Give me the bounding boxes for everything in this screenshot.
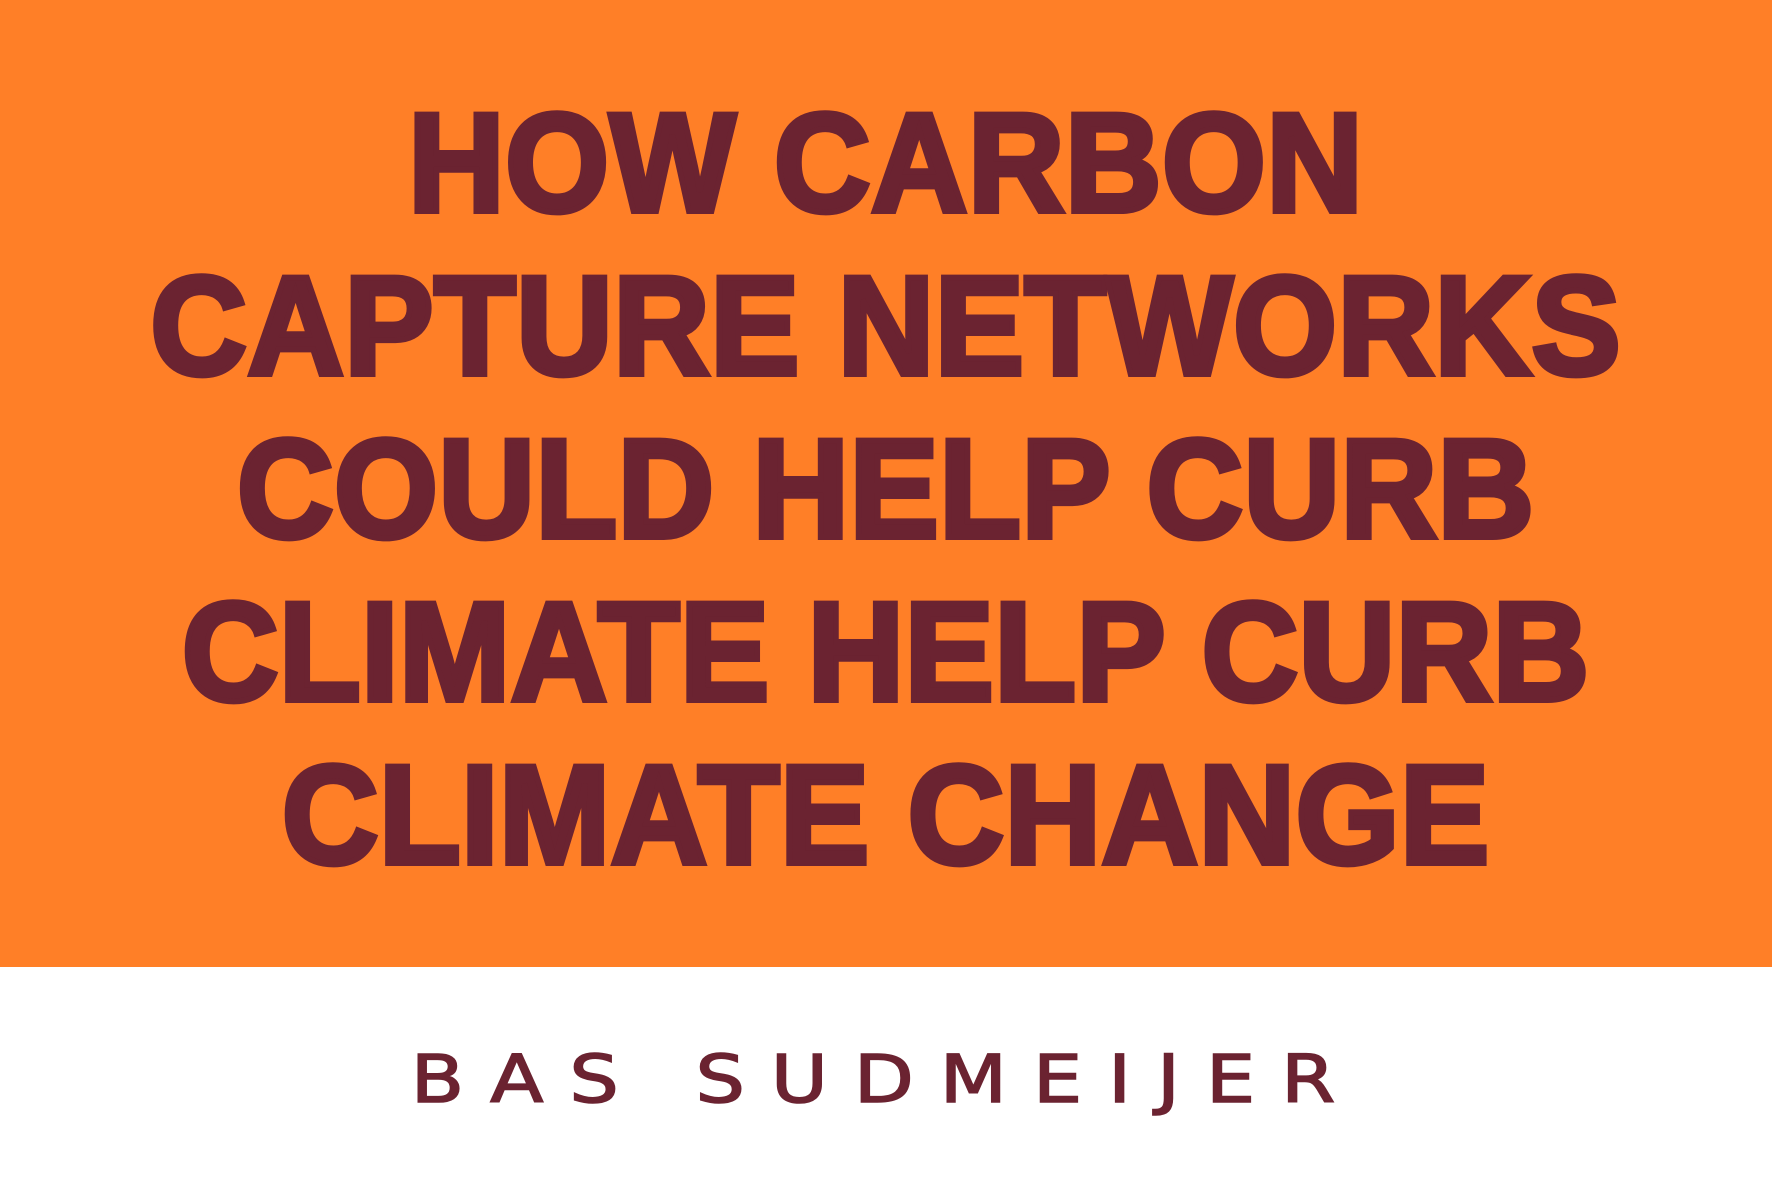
- headline: HOW CARBON CAPTURE NETWORKS COULD HELP C…: [0, 84, 1772, 920]
- author-footer: BAS SUDMEIJER: [0, 967, 1772, 1181]
- headline-line: COULD HELP CURB: [234, 410, 1536, 567]
- headline-line: CAPTURE NETWORKS: [148, 247, 1624, 404]
- title-banner: HOW CARBON CAPTURE NETWORKS COULD HELP C…: [0, 0, 1772, 967]
- headline-line: HOW CARBON: [406, 84, 1366, 241]
- headline-line: CLIMATE CHANGE: [279, 736, 1492, 893]
- headline-line: CLIMATE HELP CURB: [179, 573, 1591, 730]
- author-name: BAS SUDMEIJER: [410, 1041, 1362, 1118]
